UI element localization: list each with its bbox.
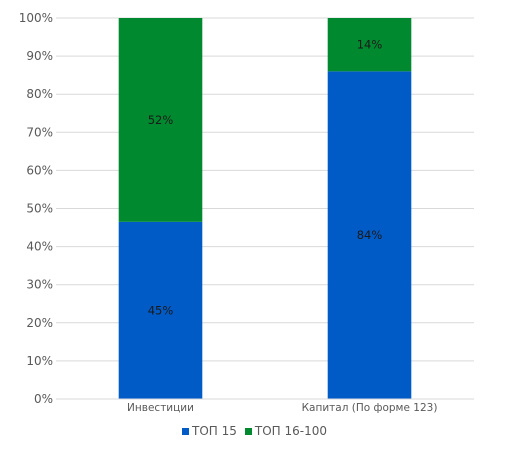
bar-segment bbox=[118, 18, 203, 222]
legend-item-series-2: ТОП 16-100 bbox=[244, 424, 327, 438]
bar-segment bbox=[327, 18, 412, 72]
y-tick-label: 30% bbox=[26, 278, 53, 292]
y-tick-label: 80% bbox=[26, 87, 53, 101]
legend-swatch-series-1 bbox=[181, 427, 189, 435]
y-tick-label: 90% bbox=[26, 49, 53, 63]
y-tick-label: 10% bbox=[26, 354, 53, 368]
bar-segment bbox=[327, 71, 412, 399]
legend-swatch-series-2 bbox=[244, 427, 252, 435]
chart-plot-area: 0% 10% 20% 30% 40% 50% 60% 70% 80% 90% 100% 45% 52% И… bbox=[19, 11, 474, 414]
y-tick-label: 70% bbox=[26, 125, 53, 139]
data-label: 84% bbox=[357, 228, 383, 242]
legend-label-series-1: ТОП 15 bbox=[191, 424, 237, 438]
y-tick-label: 100% bbox=[19, 11, 53, 25]
y-tick-label: 50% bbox=[26, 202, 53, 216]
legend-label-series-2: ТОП 16-100 bbox=[254, 424, 327, 438]
bar-segment bbox=[118, 221, 203, 399]
y-tick-label: 20% bbox=[26, 316, 53, 330]
legend-item-series-1: ТОП 15 bbox=[181, 424, 237, 438]
y-tick-label: 0% bbox=[34, 392, 53, 406]
data-label: 52% bbox=[148, 113, 174, 127]
data-label: 14% bbox=[357, 38, 383, 52]
x-tick-label: Капитал (По форме 123) bbox=[302, 402, 438, 414]
y-tick-label: 60% bbox=[26, 163, 53, 177]
x-tick-label: Инвестиции bbox=[127, 402, 194, 414]
data-label: 45% bbox=[148, 303, 174, 317]
y-tick-label: 40% bbox=[26, 240, 53, 254]
legend: ТОП 15 ТОП 16-100 bbox=[0, 424, 509, 438]
